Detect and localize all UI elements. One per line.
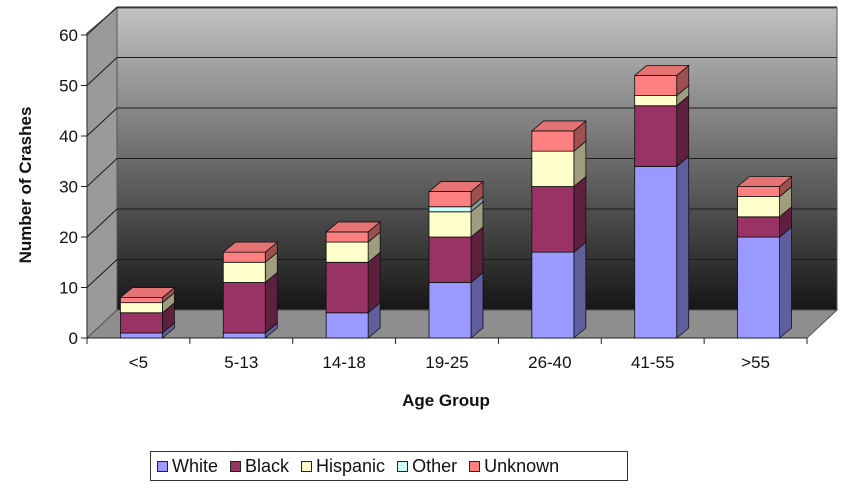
bar-segment-white (530, 241, 587, 339)
bar-segment-unknown (427, 180, 485, 208)
x-tick-label: <5 (129, 353, 148, 372)
bar-segment-unknown (119, 286, 176, 304)
y-tick-label: 40 (59, 127, 78, 146)
bar-segment-unknown (530, 120, 587, 153)
y-tick-label: 0 (69, 329, 78, 348)
x-tick-label: 41-55 (631, 353, 674, 372)
bar-segment-black (530, 175, 587, 254)
legend-label: Unknown (484, 455, 560, 476)
x-tick-label: 14-18 (322, 353, 365, 372)
y-tick-label: 20 (59, 228, 78, 247)
legend-label: Hispanic (316, 455, 386, 476)
bars (119, 64, 793, 339)
legend-swatch (301, 460, 313, 472)
bar-segment-black (633, 94, 690, 168)
gridline (86, 107, 118, 137)
x-tick-label: 26-40 (528, 353, 571, 372)
legend-label: Other (412, 455, 458, 476)
y-ticks: 0 10 20 30 40 50 60 (59, 26, 87, 348)
legend-item-other: Other (397, 456, 457, 477)
gridline (86, 6, 118, 36)
bar-segment-unknown (633, 64, 690, 97)
legend-item-hispanic: Hispanic (301, 456, 385, 477)
legend-swatch (157, 460, 168, 472)
legend-swatch (469, 460, 481, 472)
legend-swatch (230, 460, 242, 472)
legend-label: White (172, 455, 219, 476)
legend-item-unknown: Unknown (469, 456, 559, 477)
y-axis-title: Number of Crashes (16, 107, 35, 264)
bar-segment-unknown (736, 175, 793, 198)
gridline (86, 158, 118, 187)
legend-label: Black (245, 455, 290, 476)
bar-segment-unknown (325, 221, 382, 243)
legend: White Black Hispanic Other Unknown (150, 451, 628, 481)
bar-segment-white (633, 155, 690, 339)
legend-swatch (397, 460, 409, 472)
x-ticks: <5 5-13 14-18 19-25 26-40 41-55 >55 (86, 338, 808, 372)
legend-item-white: White (157, 456, 218, 477)
x-tick-label: 5-13 (224, 353, 258, 372)
bar-segment-unknown (222, 241, 279, 264)
gridline (86, 208, 118, 238)
y-tick-label: 50 (59, 77, 78, 96)
y-tick-label: 30 (59, 178, 78, 197)
x-tick-label: >55 (741, 353, 770, 372)
y-tick-label: 10 (59, 279, 78, 298)
x-axis-title: Age Group (402, 391, 490, 410)
y-tick-label: 60 (59, 26, 78, 45)
bar-segment-white (736, 226, 793, 339)
x-tick-label: 19-25 (425, 353, 468, 372)
gridline (86, 57, 118, 86)
legend-item-black: Black (230, 456, 289, 477)
gridline (86, 259, 118, 288)
